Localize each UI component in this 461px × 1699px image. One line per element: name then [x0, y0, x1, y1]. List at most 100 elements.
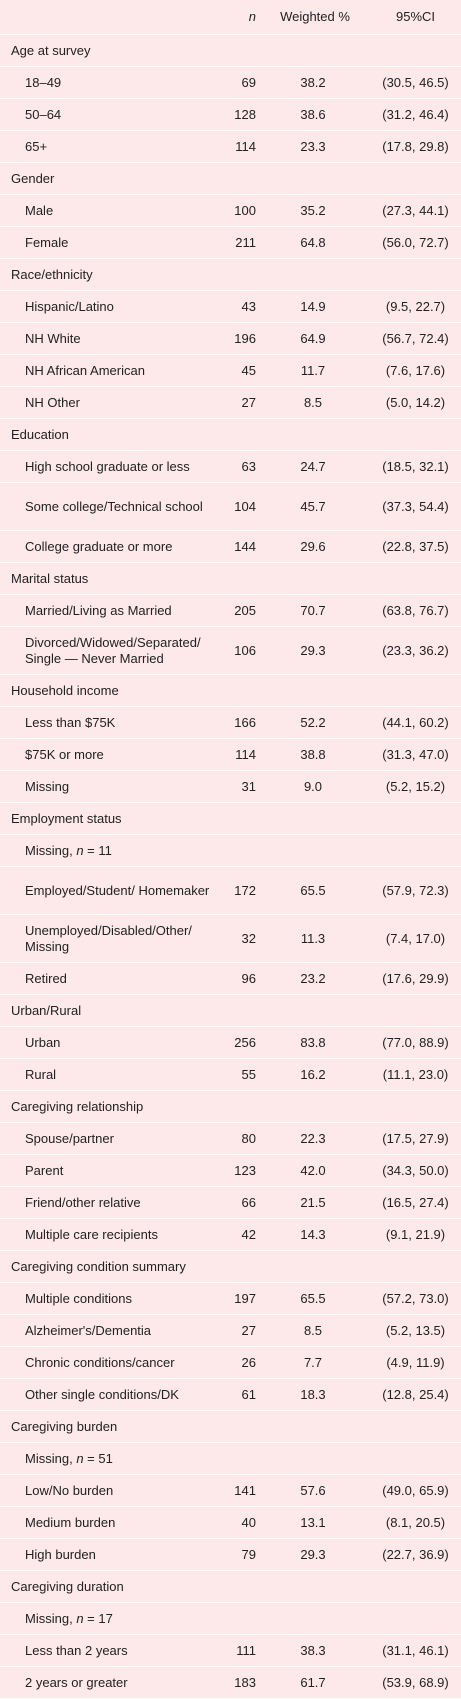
row-label: Other single conditions/DK: [0, 1379, 220, 1411]
cell-n: 166: [234, 714, 256, 730]
row-label: Married/Living as Married: [0, 595, 220, 627]
table-row: Other single conditions/DK 61 18.3 (12.8, 2…: [0, 1379, 461, 1411]
section-title: Gender: [11, 170, 55, 186]
cell-n: 43: [241, 298, 256, 314]
section-header-row: Education: [0, 419, 461, 451]
row-label-text: Less than $75K: [25, 714, 116, 730]
section-title: Urban/Rural: [11, 1002, 82, 1018]
cell-n: [220, 1443, 260, 1475]
row-label-text: Multiple care recipients: [25, 1226, 158, 1242]
cell-weighted-percent: 52.2: [300, 714, 326, 730]
section-header-row: Caregiving duration: [0, 1571, 461, 1603]
cell-weighted-percent: 23.2: [300, 970, 326, 986]
row-label: Low/No burden: [0, 1475, 220, 1507]
table-header: n Weighted % 95%CI: [0, 0, 461, 35]
row-label-count: = 11: [83, 842, 112, 858]
cell-weighted-percent: 38.8: [300, 746, 326, 762]
header-row: n Weighted % 95%CI: [0, 0, 461, 35]
row-label-n-symbol: n: [76, 1610, 84, 1626]
section-title: Caregiving condition summary: [11, 1258, 186, 1274]
cell-weighted-percent: [260, 835, 370, 867]
cell-95-ci: (12.8, 25.4): [382, 1386, 449, 1402]
table-row: Friend/other relative 66 21.5 (16.5, 27.4): [0, 1187, 461, 1219]
row-label-text: Spouse/partner: [25, 1130, 114, 1146]
cell-weighted-percent: [260, 1443, 370, 1475]
cell-n: 106: [234, 642, 256, 658]
cell-weighted-percent: 70.7: [300, 602, 326, 618]
cell-n: 32: [241, 930, 256, 946]
cell-weighted-percent: 64.8: [300, 234, 326, 250]
row-label: 50–64: [0, 99, 220, 131]
cell-95-ci: (31.3, 47.0): [382, 746, 449, 762]
row-label-text: NH White: [25, 330, 81, 346]
section-header-row: Race/ethnicity: [0, 259, 461, 291]
row-label-text: 65+: [25, 138, 48, 154]
cell-n: [220, 835, 260, 867]
row-label: Parent: [0, 1155, 220, 1187]
row-label-text: Missing,: [25, 842, 73, 858]
cell-n: 80: [241, 1130, 256, 1146]
table-row: Chronic conditions/cancer 26 7.7 (4.9, 11.9…: [0, 1347, 461, 1379]
cell-n: 31: [241, 778, 256, 794]
cell-95-ci: (53.9, 68.9): [382, 1674, 449, 1690]
row-label: Female: [0, 227, 220, 259]
cell-95-ci: (23.3, 36.2): [382, 642, 449, 658]
row-label: Male: [0, 195, 220, 227]
table-row: College graduate or more 144 29.6 (22.8, 37…: [0, 531, 461, 563]
row-label-text: High burden: [25, 1546, 96, 1562]
table-body: Age at survey 18–49 69 38.2 (30.5, 46.5) 50–6…: [0, 35, 461, 1699]
cell-weighted-percent: 18.3: [300, 1386, 326, 1402]
row-label: Chronic conditions/cancer: [0, 1347, 220, 1379]
cell-95-ci: (22.8, 37.5): [382, 538, 449, 554]
cell-95-ci: (5.2, 15.2): [385, 778, 446, 794]
table-row: Spouse/partner 80 22.3 (17.5, 27.9): [0, 1123, 461, 1155]
section-header-row: Urban/Rural: [0, 995, 461, 1027]
row-label-text: Other single conditions/DK: [25, 1386, 179, 1402]
section-header-row: Employment status: [0, 803, 461, 835]
section-header-row: Caregiving relationship: [0, 1091, 461, 1123]
row-label-text: Employed/Student/ Homemaker: [25, 882, 210, 898]
row-label: Unemployed/Disabled/Other/ Missing: [0, 915, 220, 963]
table-row: 2 years or greater 183 61.7 (53.9, 68.9): [0, 1667, 461, 1699]
section-title: Caregiving duration: [11, 1578, 124, 1594]
row-label-n-symbol: n: [76, 842, 84, 858]
cell-weighted-percent: 8.5: [303, 394, 323, 410]
cell-95-ci: (34.3, 50.0): [382, 1162, 449, 1178]
cell-95-ci: (63.8, 76.7): [382, 602, 449, 618]
cell-weighted-percent: 35.2: [300, 202, 326, 218]
table-row: Hispanic/Latino 43 14.9 (9.5, 22.7): [0, 291, 461, 323]
table-row: Multiple care recipients 42 14.3 (9.1, 21.9…: [0, 1219, 461, 1251]
cell-95-ci: (27.3, 44.1): [382, 202, 449, 218]
table-row: Rural 55 16.2 (11.1, 23.0): [0, 1059, 461, 1091]
row-label-text: Alzheimer's/Dementia: [25, 1322, 152, 1338]
row-label: Retired: [0, 963, 220, 995]
row-label-text: Married/Living as Married: [25, 602, 172, 618]
row-label-text: Some college/Technical school: [25, 498, 203, 514]
table-row: Missing, n = 11: [0, 835, 461, 867]
table-row: Multiple conditions 197 65.5 (57.2, 73.0): [0, 1283, 461, 1315]
cell-95-ci: (16.5, 27.4): [382, 1194, 449, 1210]
cell-95-ci: (4.9, 11.9): [386, 1354, 445, 1370]
section-header-row: Household income: [0, 675, 461, 707]
row-label-text: Parent: [25, 1162, 64, 1178]
cell-weighted-percent: 61.7: [300, 1674, 326, 1690]
cell-n: 183: [234, 1674, 256, 1690]
table-row: Missing, n = 17: [0, 1603, 461, 1635]
header-weighted-percent: Weighted %: [280, 9, 350, 24]
cell-weighted-percent: 7.7: [303, 1354, 323, 1370]
table-row: Female 211 64.8 (56.0, 72.7): [0, 227, 461, 259]
cell-n: 111: [236, 1642, 256, 1658]
cell-weighted-percent: 29.6: [300, 538, 326, 554]
row-label: NH White: [0, 323, 220, 355]
row-label: Divorced/Widowed/Separated/ Single — Nev…: [0, 627, 220, 675]
row-label-text: Divorced/Widowed/Separated/ Single — Nev…: [25, 634, 201, 666]
cell-n: 114: [235, 746, 256, 762]
row-label-text: Friend/other relative: [25, 1194, 141, 1210]
cell-weighted-percent: 65.5: [300, 882, 326, 898]
cell-weighted-percent: 23.3: [300, 138, 326, 154]
row-label: Some college/Technical school: [0, 483, 220, 531]
cell-n: 172: [234, 882, 256, 898]
table-row: High school graduate or less 63 24.7 (18.5,…: [0, 451, 461, 483]
row-label-text: Chronic conditions/cancer: [25, 1354, 175, 1370]
cell-95-ci: (17.5, 27.9): [382, 1130, 449, 1146]
